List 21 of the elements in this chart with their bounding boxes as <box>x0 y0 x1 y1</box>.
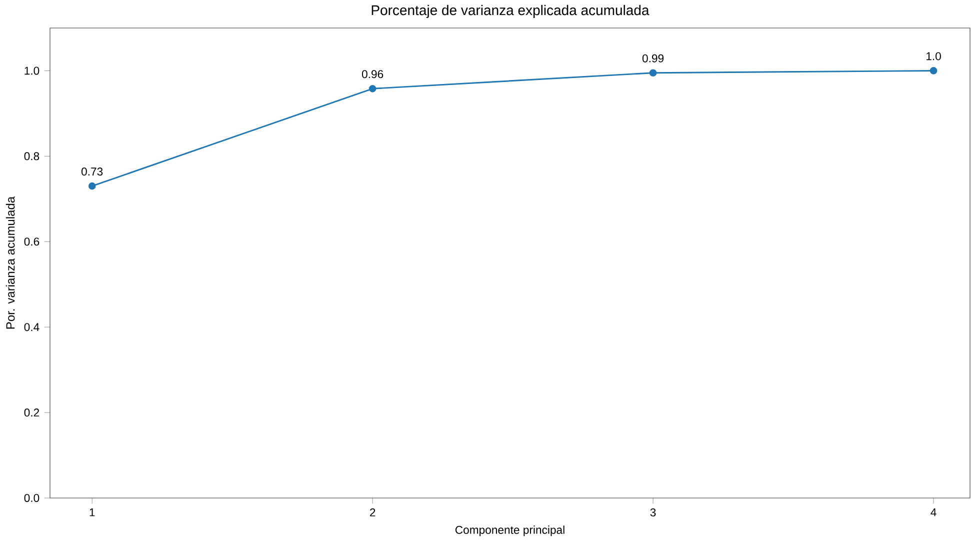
x-axis-title: Componente principal <box>455 526 564 536</box>
x-tick-label: 2 <box>370 508 376 516</box>
point <box>368 85 376 92</box>
y-tick-label: 0.8 <box>24 152 40 160</box>
chart-title: Porcentaje de varianza explicada acumulada <box>372 4 650 18</box>
y-tick-label: 0.6 <box>24 238 40 246</box>
data-label: 0.96 <box>362 70 384 78</box>
x-tick-label: 3 <box>650 508 656 516</box>
y-tick-label: 0.2 <box>24 408 40 417</box>
point <box>930 67 938 74</box>
data-label: 0.73 <box>81 168 103 176</box>
data-label: 1.0 <box>926 52 941 60</box>
y-tick-label: 0.0 <box>24 494 40 502</box>
x-tick-label: 4 <box>930 508 936 516</box>
y-axis-title: Por. varianza acumulada <box>6 196 15 329</box>
y-tick-label: 0.4 <box>24 323 40 332</box>
data-label: 0.99 <box>642 54 664 62</box>
x-tick-label: 1 <box>90 508 95 516</box>
y-tick-label: 1.0 <box>24 66 40 75</box>
point <box>88 182 96 190</box>
point <box>649 69 657 77</box>
